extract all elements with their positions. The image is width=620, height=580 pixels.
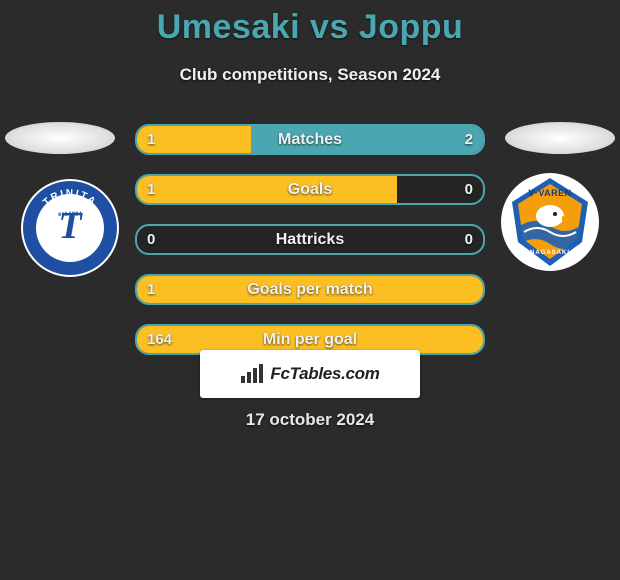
page-title: Umesaki vs Joppu bbox=[0, 0, 620, 47]
stat-bars: 12Matches10Goals00Hattricks1Goals per ma… bbox=[135, 124, 485, 355]
club-badge-right: V·VAREN NAGASAKI bbox=[500, 172, 600, 272]
svg-text:NAGASAKI: NAGASAKI bbox=[530, 250, 570, 256]
comparison-infographic: Umesaki vs Joppu Club competitions, Seas… bbox=[0, 0, 620, 580]
silhouette-right bbox=[505, 122, 615, 154]
stat-value-right: 0 bbox=[465, 226, 473, 253]
stat-value-left: 0 bbox=[147, 226, 155, 253]
trinita-badge-icon: TRINITA FC OITA T est.1994 bbox=[20, 178, 120, 278]
bars-icon bbox=[240, 364, 264, 384]
silhouette-left bbox=[5, 122, 115, 154]
stat-value-left: 1 bbox=[147, 126, 155, 153]
stat-value-left: 164 bbox=[147, 326, 172, 353]
stat-row: 1Goals per match bbox=[135, 274, 485, 305]
bar-fill-right bbox=[251, 126, 483, 153]
date-text: 17 october 2024 bbox=[0, 410, 620, 430]
svg-text:V·VAREN: V·VAREN bbox=[528, 188, 571, 198]
stat-label: Hattricks bbox=[137, 226, 483, 253]
page-subtitle: Club competitions, Season 2024 bbox=[0, 65, 620, 85]
bar-fill-left bbox=[137, 276, 483, 303]
stat-value-right: 0 bbox=[465, 176, 473, 203]
bar-fill-left bbox=[137, 176, 397, 203]
site-badge: FcTables.com bbox=[200, 350, 420, 398]
stat-value-left: 1 bbox=[147, 176, 155, 203]
stat-value-right: 2 bbox=[465, 126, 473, 153]
stat-value-left: 1 bbox=[147, 276, 155, 303]
vvaren-badge-icon: V·VAREN NAGASAKI bbox=[500, 172, 600, 272]
bar-fill-left bbox=[137, 326, 483, 353]
club-badge-left: TRINITA FC OITA T est.1994 bbox=[20, 178, 120, 278]
site-badge-text: FcTables.com bbox=[270, 364, 379, 384]
stat-row: 12Matches bbox=[135, 124, 485, 155]
svg-text:est.1994: est.1994 bbox=[58, 212, 82, 218]
stat-row: 10Goals bbox=[135, 174, 485, 205]
stat-row: 0 0Hattricks bbox=[135, 224, 485, 255]
